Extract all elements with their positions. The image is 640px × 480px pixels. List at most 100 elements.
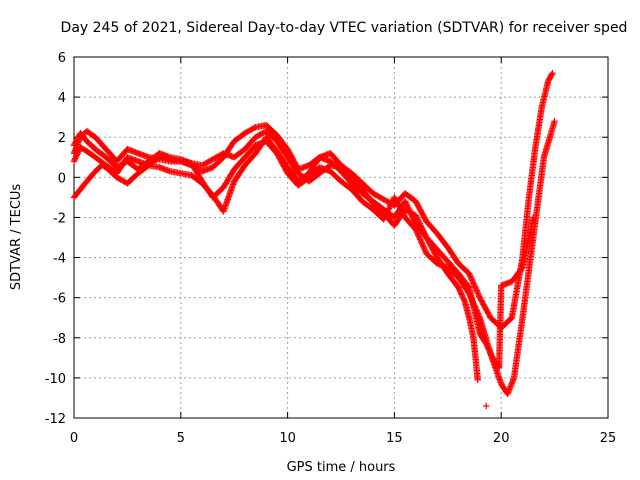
data-point-track-1 [403,202,411,209]
data-point-track-1 [474,376,481,384]
y-tick-label: 0 [58,171,66,186]
data-point-track-2 [474,288,481,296]
data-point-track-1 [457,290,465,297]
data-point-track-3 [388,199,395,207]
y-tick-label: 4 [58,91,66,106]
data-point-track-2 [476,293,483,300]
data-point-track-3 [413,227,420,235]
data-point-track-1 [72,155,79,162]
data-point-track-1 [457,288,464,296]
data-point-track-3 [417,237,424,245]
data-point-track-4 [485,346,493,353]
x-tick-label: 25 [600,431,617,446]
y-tick-label: -10 [45,372,66,387]
data-point-track-1 [401,198,409,205]
data-point-track-1 [458,291,465,298]
data-point-track-2 [251,124,258,132]
x-tick-label: 10 [279,431,296,446]
y-tick-label: -8 [53,332,66,347]
data-point-track-2 [549,69,556,77]
data-point-track-1 [459,292,466,300]
axis-ticks: 0 5 10 15 20 25 -12 -10 -8 -6 -4 -2 0 2 4 6 [45,51,617,446]
y-axis-label: SDTVAR / TECUs [9,184,24,291]
data-point-track-4 [421,231,429,238]
data-point-track-4 [418,224,425,232]
x-tick-label: 15 [386,431,403,446]
data-point-track-4 [415,217,422,225]
y-tick-label: -4 [53,252,66,267]
data-point-track-4 [412,212,419,219]
data-point-track-2 [465,270,473,277]
data-point-track-2 [470,280,477,287]
data-point-track-1 [71,156,78,164]
data-point-track-4 [415,219,423,226]
data-point-track-4 [98,162,105,169]
data-point-track-4 [488,351,495,359]
data-point-track-3 [420,243,427,250]
data-point-track-4 [417,221,424,229]
data-point-track-3 [385,206,392,213]
data-point-track-3 [418,239,425,246]
data-point-track-3 [386,203,393,211]
data-point-track-2 [472,284,479,291]
data-point-track-1 [461,297,468,304]
data-point-track-1 [459,294,467,301]
data-point-track-3 [412,226,419,233]
data-point-track-2 [471,283,479,290]
plot-frame [73,56,609,419]
data-point-track-1 [72,153,80,161]
data-point-track-4 [413,213,420,221]
data-point-track-3 [418,240,426,247]
y-tick-label: -12 [45,412,66,427]
data-point-track-1 [402,199,409,206]
data-points [70,69,558,410]
data-point-track-4 [99,162,107,170]
data-point-track-3 [414,230,421,237]
data-point-track-2 [474,290,482,297]
x-tick-label: 20 [493,431,510,446]
data-point-track-3 [415,231,422,239]
data-point-track-2 [469,277,476,284]
data-point-track-4 [486,349,494,356]
y-tick-label: 6 [58,51,66,66]
data-point-track-3 [551,117,558,125]
data-point-track-1 [70,158,78,165]
data-point-track-3 [421,247,429,254]
data-point-track-2 [469,278,477,286]
data-point-track-4 [484,344,492,352]
data-point-track-2 [475,291,482,299]
data-point-track-4 [530,214,537,221]
data-point-track-2 [472,285,480,293]
data-point-track-4 [420,228,427,236]
data-point-track-3 [416,236,424,243]
data-point-track-1 [456,287,463,294]
data-point-track-4 [483,341,491,349]
y-tick-label: 2 [58,131,66,146]
y-tick-label: -2 [53,211,66,226]
data-point-track-2 [468,276,475,283]
data-point-track-4 [487,350,494,357]
data-point-track-3 [387,202,394,209]
data-point-track-4 [486,347,493,355]
data-point-track-4 [414,216,421,223]
data-point-track-2 [467,274,475,282]
data-point-track-2 [548,71,555,78]
data-point-track-4 [483,340,490,347]
data-point-track-3 [420,244,428,252]
x-axis-label: GPS time / hours [287,460,396,475]
data-point-track-2 [473,287,480,294]
data-point-track-3 [419,241,426,249]
data-point-track-4 [419,226,426,233]
data-point-track-3 [387,201,395,208]
data-point-track-1 [455,285,463,293]
data-point-track-3 [421,246,428,253]
data-point-track-1 [403,200,410,208]
data-point-track-3 [415,233,423,240]
data-point-track-2 [467,273,474,280]
data-point-track-4 [413,214,421,222]
data-point-track-4 [417,223,425,230]
data-point-track-4 [421,230,428,237]
data-point-track-2 [466,271,473,279]
x-tick-label: 0 [70,431,78,446]
